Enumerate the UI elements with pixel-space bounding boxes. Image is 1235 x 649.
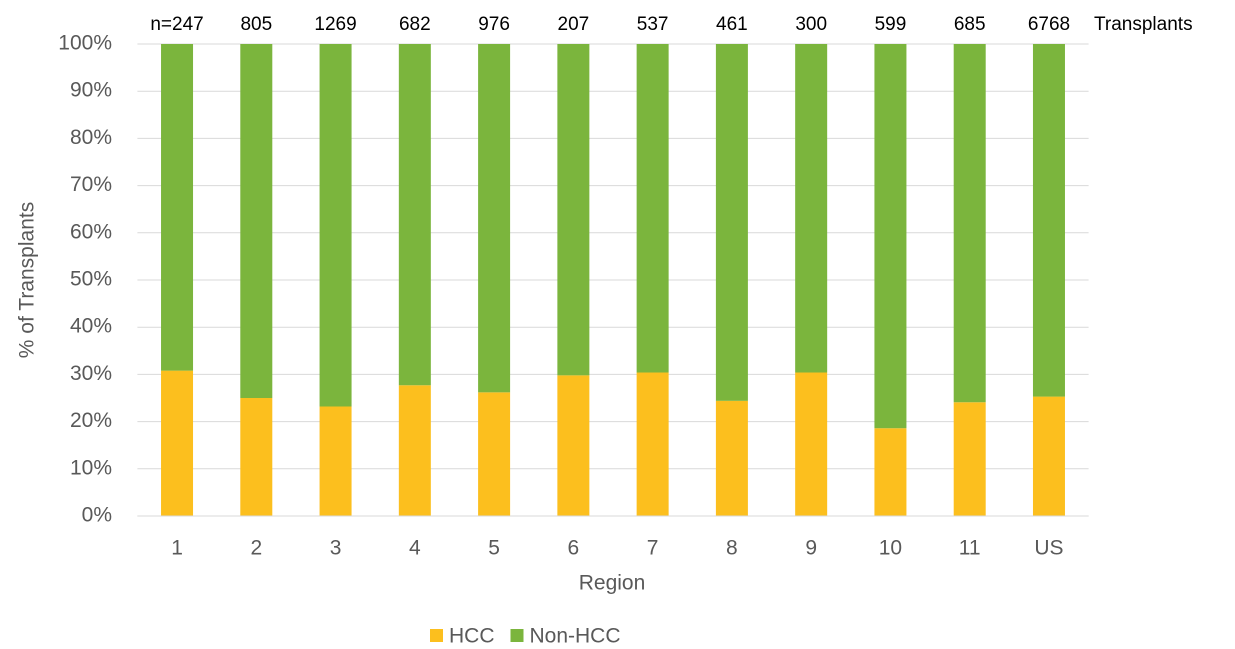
bar-segment (715, 44, 748, 401)
bar-segment (319, 406, 352, 516)
x-tick-label: 3 (330, 537, 342, 560)
bar-segment (478, 392, 511, 516)
x-tick-label: 8 (726, 537, 738, 560)
sample-size-label: 207 (558, 14, 590, 35)
sample-size-label: 599 (875, 14, 907, 35)
x-tick-label: 11 (959, 537, 981, 560)
bar-segment (953, 44, 986, 403)
sample-size-label: 6768 (1028, 14, 1070, 35)
x-tick-label: 2 (250, 537, 262, 560)
bar-segment (398, 385, 431, 516)
x-tick-label: 1 (171, 537, 183, 560)
bar-segment (398, 44, 431, 386)
bar-segment (240, 398, 273, 516)
y-tick-label: 100% (58, 32, 112, 55)
bar-segment (953, 402, 986, 516)
bar-segment (795, 44, 828, 373)
bar-segment (557, 44, 590, 376)
sample-size-unit: Transplants (1094, 14, 1193, 35)
y-tick-label: 70% (70, 173, 112, 196)
y-tick-label: 50% (70, 268, 112, 291)
bar-segment (161, 44, 194, 371)
y-tick-label: 10% (70, 456, 112, 479)
bar-segment (161, 370, 194, 516)
bar-segment (636, 44, 669, 373)
sample-size-label: 682 (399, 14, 431, 35)
bar-segment (478, 44, 511, 393)
bar-segment (795, 372, 828, 516)
bar-segment (874, 44, 907, 429)
y-tick-label: 0% (82, 504, 112, 527)
sample-size-label: n=247 (150, 14, 203, 35)
x-tick-label: 7 (647, 537, 659, 560)
x-axis-label: Region (579, 572, 646, 595)
legend-label: HCC (449, 625, 495, 648)
sample-size-label: 976 (478, 14, 510, 35)
legend-swatch (430, 629, 443, 642)
bar-segment (715, 400, 748, 516)
bar-segment (1032, 44, 1065, 397)
x-tick-label: US (1034, 537, 1063, 560)
x-tick-label: 6 (568, 537, 580, 560)
x-tick-label: 5 (488, 537, 500, 560)
y-tick-label: 80% (70, 126, 112, 149)
bar-segment (636, 372, 669, 516)
bar-segment (319, 44, 352, 407)
x-tick-label: 10 (879, 537, 902, 560)
y-tick-label: 30% (70, 362, 112, 385)
y-axis-label: % of Transplants (16, 202, 39, 358)
bar-segment (874, 428, 907, 516)
y-tick-label: 90% (70, 79, 112, 102)
sample-size-label: 685 (954, 14, 986, 35)
bar-segment (1032, 396, 1065, 516)
bar-segment (557, 375, 590, 516)
sample-size-label: 537 (637, 14, 669, 35)
sample-size-label: 805 (240, 14, 272, 35)
x-tick-label: 9 (805, 537, 817, 560)
legend-label: Non-HCC (530, 625, 621, 648)
sample-size-label: 1269 (314, 14, 356, 35)
x-tick-label: 4 (409, 537, 421, 560)
y-tick-label: 40% (70, 315, 112, 338)
sample-size-label: 461 (716, 14, 748, 35)
y-tick-label: 20% (70, 409, 112, 432)
y-tick-label: 60% (70, 220, 112, 243)
bar-segment (240, 44, 273, 398)
legend-swatch (510, 629, 524, 642)
sample-size-label: 300 (795, 14, 827, 35)
